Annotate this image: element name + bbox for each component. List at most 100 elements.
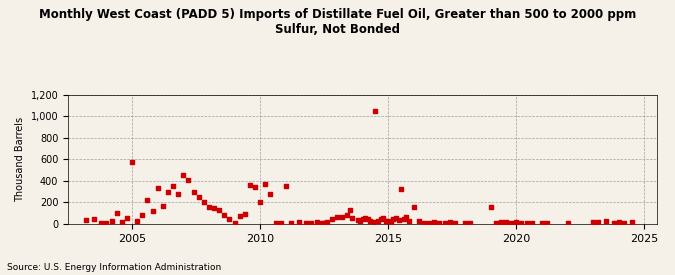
Point	[321, 219, 332, 224]
Point	[398, 217, 409, 222]
Point	[209, 205, 219, 210]
Point	[375, 217, 386, 222]
Point	[344, 208, 355, 212]
Point	[88, 217, 99, 221]
Point	[352, 218, 363, 222]
Point	[408, 204, 419, 209]
Point	[306, 221, 317, 225]
Point	[337, 215, 348, 219]
Point	[178, 173, 189, 178]
Point	[317, 221, 327, 225]
Point	[380, 218, 391, 223]
Point	[219, 213, 230, 218]
Text: Source: U.S. Energy Information Administration: Source: U.S. Energy Information Administ…	[7, 263, 221, 272]
Y-axis label: Thousand Barrels: Thousand Barrels	[15, 117, 25, 202]
Point	[526, 221, 537, 226]
Point	[331, 215, 342, 219]
Point	[383, 219, 394, 223]
Point	[80, 218, 91, 222]
Point	[396, 187, 406, 192]
Point	[588, 219, 599, 224]
Point	[608, 221, 619, 225]
Point	[450, 221, 460, 226]
Point	[593, 220, 603, 224]
Point	[418, 221, 429, 226]
Point	[537, 221, 547, 226]
Point	[347, 216, 358, 221]
Point	[354, 218, 365, 223]
Point	[137, 213, 148, 217]
Point	[132, 219, 142, 223]
Point	[357, 217, 368, 222]
Point	[401, 215, 412, 219]
Point	[173, 191, 184, 196]
Point	[506, 221, 516, 225]
Point	[516, 221, 527, 225]
Point	[244, 183, 255, 187]
Point	[501, 220, 512, 224]
Point	[101, 221, 112, 226]
Point	[626, 220, 637, 224]
Text: Monthly West Coast (PADD 5) Imports of Distillate Fuel Oil, Greater than 500 to : Monthly West Coast (PADD 5) Imports of D…	[39, 8, 636, 36]
Point	[157, 203, 168, 208]
Point	[327, 217, 338, 222]
Point	[293, 220, 304, 224]
Point	[311, 220, 322, 224]
Point	[393, 218, 404, 222]
Point	[618, 221, 629, 226]
Point	[511, 219, 522, 224]
Point	[414, 218, 425, 223]
Point	[373, 218, 383, 223]
Point	[229, 221, 240, 225]
Point	[111, 211, 122, 215]
Point	[188, 189, 199, 194]
Point	[388, 217, 399, 221]
Point	[106, 218, 117, 223]
Point	[214, 208, 225, 212]
Point	[254, 200, 265, 205]
Point	[342, 213, 352, 218]
Point	[301, 221, 312, 226]
Point	[360, 216, 371, 220]
Point	[96, 221, 107, 225]
Point	[153, 186, 163, 191]
Point	[491, 221, 502, 226]
Point	[234, 214, 245, 218]
Point	[429, 219, 440, 224]
Point	[424, 221, 435, 225]
Point	[193, 195, 204, 199]
Point	[391, 216, 402, 221]
Point	[183, 178, 194, 182]
Point	[404, 218, 414, 223]
Point	[163, 189, 173, 194]
Point	[370, 109, 381, 113]
Point	[460, 221, 470, 226]
Point	[378, 216, 389, 221]
Point	[275, 221, 286, 225]
Point	[167, 184, 178, 188]
Point	[434, 221, 445, 225]
Point	[142, 198, 153, 202]
Point	[127, 159, 138, 164]
Point	[362, 217, 373, 221]
Point	[260, 182, 271, 186]
Point	[521, 221, 532, 226]
Point	[601, 218, 612, 223]
Point	[485, 205, 496, 209]
Point	[365, 218, 376, 223]
Point	[198, 200, 209, 205]
Point	[439, 221, 450, 226]
Point	[116, 220, 127, 224]
Point	[265, 191, 276, 196]
Point	[286, 221, 296, 226]
Point	[270, 221, 281, 226]
Point	[224, 217, 235, 222]
Point	[147, 209, 158, 213]
Point	[204, 204, 215, 209]
Point	[385, 219, 396, 224]
Point	[319, 221, 329, 225]
Point	[122, 216, 132, 221]
Point	[562, 221, 573, 226]
Point	[367, 219, 378, 224]
Point	[495, 219, 506, 224]
